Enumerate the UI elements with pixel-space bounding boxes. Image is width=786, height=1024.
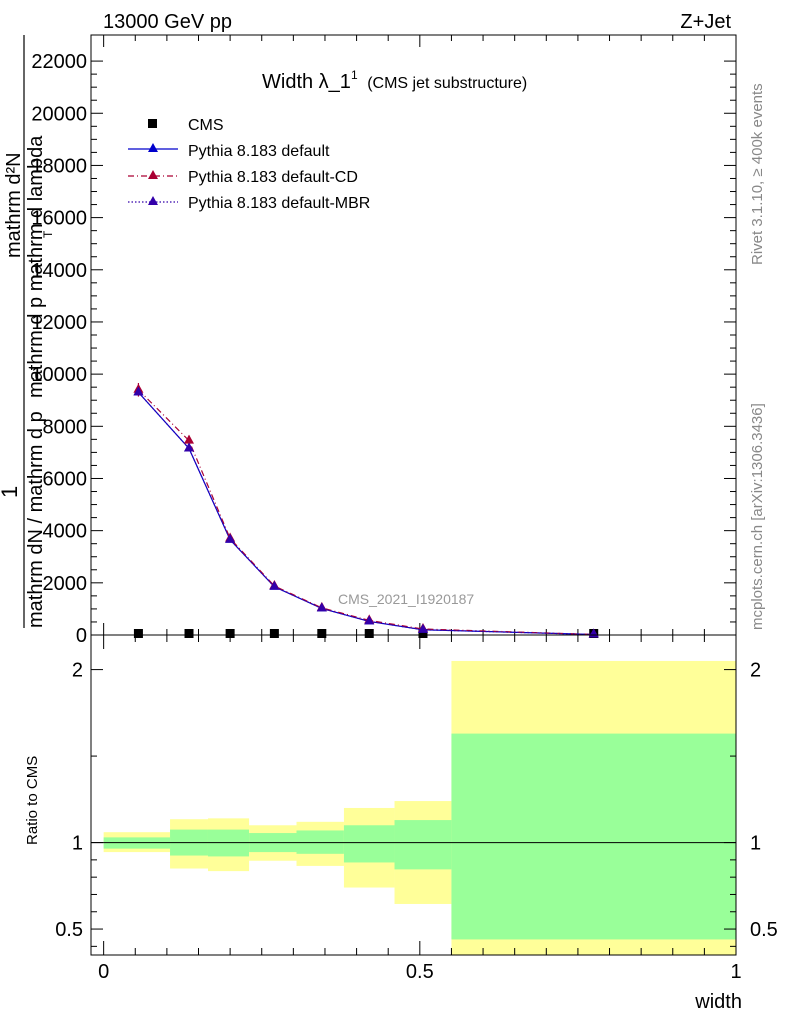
- legend-label-cd: Pythia 8.183 default-CD: [188, 169, 358, 186]
- ratio-x-axis: 0 0.5 1: [98, 635, 742, 983]
- data-point: [417, 623, 428, 633]
- y-label-line-1: mathrm dN / mathrm d p: [25, 411, 47, 628]
- y-label-pt-sub: T: [41, 230, 55, 238]
- ratio-y-axis: 0.5 0.5 1 1 2 2: [55, 660, 778, 947]
- energy-label: 13000 GeV pp: [103, 11, 232, 33]
- main-x-axis: [103, 35, 737, 635]
- y-label-d2n: mathrm d²N: [3, 152, 25, 258]
- plot-title-main: Width λ_1: [262, 71, 351, 93]
- data-point: [317, 629, 327, 638]
- ratio-band-green: [343, 825, 395, 863]
- data-point: [225, 533, 236, 543]
- process-label: Z+Jet: [680, 11, 731, 33]
- main-y-tick-label: 8000: [43, 416, 88, 438]
- plot-title-sup: 1: [351, 68, 358, 82]
- series-cms: [133, 629, 599, 638]
- ratio-y-tick-label: 1: [72, 833, 83, 855]
- main-y-tick-label: 16000: [31, 208, 87, 230]
- legend-marker-mbr: [148, 196, 158, 205]
- main-series: [133, 383, 599, 638]
- main-y-tick-label: 18000: [31, 155, 87, 177]
- main-y-tick-label: 12000: [31, 312, 87, 334]
- data-point: [184, 442, 195, 452]
- ratio-y-tick-label-right: 2: [750, 660, 761, 682]
- ratio-y-tick-label-right: 0.5: [750, 919, 778, 941]
- ratio-band-green: [394, 820, 452, 870]
- data-point: [184, 434, 195, 444]
- data-point: [418, 629, 428, 638]
- y-label-numerator: 1: [0, 486, 22, 498]
- ratio-frame: [90, 634, 737, 956]
- series-line: [137, 391, 594, 636]
- ratio-bands: [103, 660, 736, 955]
- data-point: [269, 629, 279, 638]
- ratio-y-label: Ratio to CMS: [24, 756, 41, 845]
- x-axis-label: width: [694, 991, 742, 1013]
- legend-label-default: Pythia 8.183 default: [188, 143, 330, 160]
- series-pythia-8-183-default-mbr: [133, 386, 599, 638]
- legend-label-mbr: Pythia 8.183 default-MBR: [188, 195, 370, 212]
- ratio-x-tick-label: 0.5: [406, 961, 434, 983]
- legend-marker-default: [148, 143, 158, 152]
- main-y-tick-label: 22000: [31, 51, 87, 73]
- data-point: [133, 386, 144, 396]
- plot-title: Width λ_11 (CMS jet substructure): [262, 62, 527, 93]
- legend-marker-cms: [148, 119, 157, 128]
- data-point: [364, 615, 375, 625]
- ratio-x-tick-label: 0: [98, 961, 109, 983]
- ratio-x-tick-label: 1: [730, 961, 741, 983]
- main-y-tick-label: 4000: [43, 521, 88, 543]
- legend-label-cms: CMS: [188, 117, 224, 134]
- legend-marker-cd: [148, 170, 158, 179]
- data-point: [225, 629, 235, 638]
- main-y-tick-label: 20000: [31, 103, 87, 125]
- main-y-tick-label: 2000: [43, 573, 88, 595]
- rivet-label: Rivet 3.1.10, ≥ 400k events: [749, 83, 766, 265]
- main-y-tick-label: 14000: [31, 260, 87, 282]
- y-label-line-2: mathrm d p mathrm d lambda: [25, 135, 47, 398]
- data-point: [133, 629, 143, 638]
- main-y-tick-label: 0: [76, 625, 87, 647]
- ratio-y-tick-label: 2: [72, 660, 83, 682]
- ratio-panel: 0.5 0.51 12 2 0 0.5 1 Ratio to CMS width: [24, 634, 778, 1013]
- ratio-y-tick-label: 0.5: [55, 919, 83, 941]
- ratio-y-tick-label-right: 1: [750, 833, 761, 855]
- main-y-tick-label: 6000: [43, 468, 88, 490]
- plot-subtitle: (CMS jet substructure): [367, 75, 527, 92]
- data-point: [316, 602, 327, 612]
- data-point: [269, 580, 280, 590]
- mcplots-label: mcplots.cern.ch [arXiv:1306.3436]: [749, 403, 766, 630]
- main-y-tick-label: 10000: [31, 364, 87, 386]
- main-y-axis: 0 2000 4000 6000 8000 10000 12000 14000 16000 180…: [31, 51, 736, 647]
- ratio-band-green: [451, 733, 736, 940]
- legend: CMS Pythia 8.183 default Pythia 8.183 de…: [128, 117, 370, 212]
- main-panel: 0 2000 4000 6000 8000 10000 12000 14000 16000 180…: [0, 34, 737, 647]
- analysis-watermark: CMS_2021_I1920187: [338, 591, 474, 607]
- data-point: [184, 629, 194, 638]
- data-point: [364, 629, 374, 638]
